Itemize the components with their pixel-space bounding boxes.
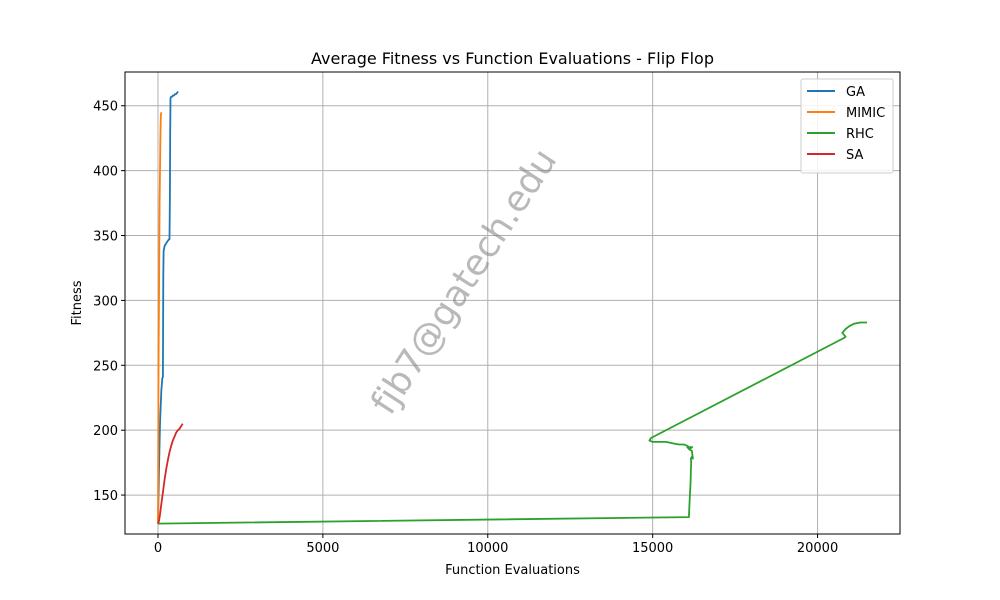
- axis-ticks: 0 5000 10000 15000 20000 150 200 250 300 350 400 45…: [93, 100, 838, 556]
- legend-label-sa: SA: [846, 148, 863, 163]
- x-tick-label: 10000: [467, 541, 508, 556]
- legend-label-mimic: MIMIC: [846, 106, 885, 121]
- legend-label-rhc: RHC: [846, 127, 874, 142]
- x-axis-label: Function Evaluations: [445, 563, 580, 578]
- y-tick-label: 250: [93, 359, 118, 374]
- legend-label-ga: GA: [846, 85, 865, 100]
- y-tick-label: 300: [93, 294, 118, 309]
- y-tick-label: 150: [93, 489, 118, 504]
- x-tick-label: 15000: [632, 541, 673, 556]
- legend-box: [800, 78, 894, 174]
- series-line-rhc: [157, 321, 867, 525]
- grid-lines: [125, 72, 900, 534]
- series-lines: [157, 90, 867, 525]
- series-line-mimic: [157, 112, 163, 524]
- y-tick-label: 450: [93, 100, 118, 115]
- chart-title: Average Fitness vs Function Evaluations …: [311, 49, 714, 68]
- legend: GA MIMIC RHC SA: [800, 78, 894, 174]
- x-tick-label: 0: [154, 541, 162, 556]
- plot-frame: [124, 71, 901, 535]
- x-tick-label: 20000: [797, 541, 838, 556]
- x-tick-label: 5000: [306, 541, 339, 556]
- series-line-ga: [157, 90, 179, 524]
- y-tick-label: 400: [93, 165, 118, 180]
- y-tick-label: 200: [93, 424, 118, 439]
- series-line-sa: [157, 423, 184, 524]
- y-tick-label: 350: [93, 230, 118, 245]
- y-axis-label: Fitness: [70, 280, 85, 325]
